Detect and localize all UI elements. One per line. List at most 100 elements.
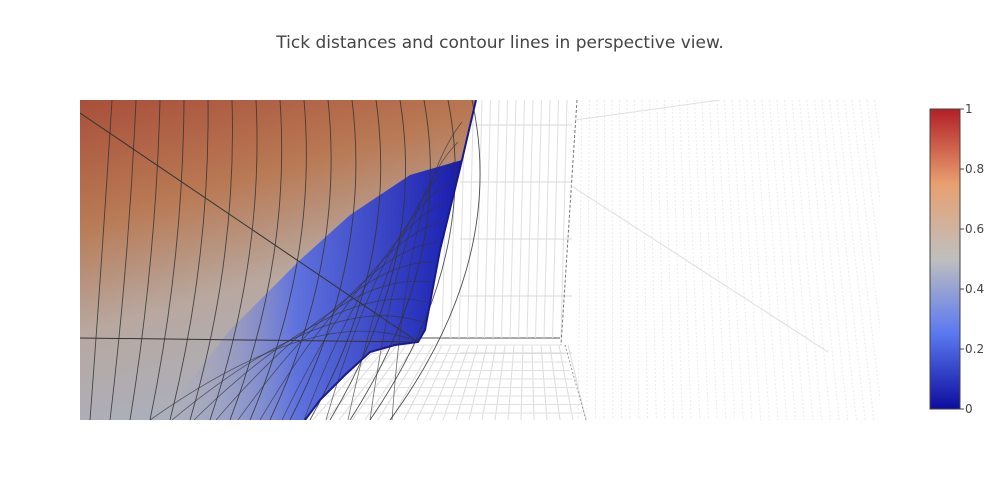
side-grid-line (784, 100, 814, 420)
side-grid-line (731, 100, 753, 420)
floor-grid-line (455, 344, 479, 420)
contour-line (329, 100, 406, 420)
side-edge (564, 344, 587, 420)
contour-line (189, 100, 233, 420)
back-grid-line (535, 100, 542, 339)
contour-line (229, 100, 283, 420)
contour-line (89, 100, 113, 420)
contour-line (347, 161, 455, 420)
floor-grid-line (558, 344, 574, 420)
floor-grid-line (531, 344, 535, 420)
back-grid-line (467, 100, 474, 339)
colorbar: 0 0.2 0.4 0.6 0.8 1 (929, 102, 984, 416)
side-grid-line (671, 100, 683, 420)
back-grid-line (518, 100, 525, 339)
contour-line (309, 100, 382, 420)
side-grid-line (686, 100, 701, 420)
side-grid-line (829, 100, 866, 420)
colorbar-tick-label: 0.2 (965, 342, 984, 356)
floor-grid-line (338, 344, 398, 420)
side-grid-line (836, 100, 875, 420)
colorbar-tick-label: 0.6 (965, 222, 984, 236)
back-grid-line (560, 100, 568, 339)
side-grid-line (874, 100, 880, 145)
side-grid-line (701, 100, 718, 420)
back-grid-line (501, 100, 508, 339)
side-grid-line (754, 100, 779, 420)
floor-grid-line (312, 344, 380, 420)
colorbar-tick-label: 0.8 (965, 162, 984, 176)
floor-grid-line (520, 344, 524, 420)
contour-line (209, 100, 258, 420)
floor-grid-line (442, 344, 470, 420)
floor-grid-line (377, 344, 425, 420)
side-grid-line (739, 100, 762, 420)
contour-line (109, 100, 137, 420)
surface-diagonal (80, 112, 419, 343)
side-grid-line (844, 100, 880, 404)
back-edge (560, 100, 578, 346)
back-wall-grid (441, 100, 578, 354)
surface-boundary (304, 100, 477, 420)
side-grid-line (866, 100, 880, 204)
floor-grid-line (364, 344, 416, 420)
contour-line (269, 100, 332, 420)
contour-line (303, 201, 447, 420)
contour-line (149, 100, 185, 420)
side-grid-line (814, 100, 849, 420)
colorbar-ticks: 0 0.2 0.4 0.6 0.8 1 (960, 102, 984, 416)
floor-grid-line (403, 344, 443, 420)
colorbar-tick-label: 0.4 (965, 282, 984, 296)
surface-low-region (160, 160, 462, 420)
side-grid-line (694, 100, 709, 420)
floor-grid-line (481, 344, 497, 420)
surface-edge (80, 337, 419, 343)
side-grid-line (806, 100, 840, 420)
side-grid-line (709, 100, 727, 420)
contour-line (389, 100, 481, 420)
side-wall-grid (564, 100, 926, 420)
back-grid-line (543, 100, 551, 339)
side-grid-line (716, 100, 736, 420)
side-grid-line (761, 100, 788, 420)
floor-grid-line (325, 344, 389, 420)
floor-grid-line (390, 344, 434, 420)
side-grid-line (776, 100, 805, 420)
side-grid-line (821, 100, 857, 420)
floor-grid-line (540, 344, 548, 420)
contour-line (259, 241, 439, 420)
side-grid-line (664, 100, 675, 420)
side-grid-line (586, 100, 590, 420)
side-grid-line (641, 100, 649, 420)
contour-line (325, 181, 451, 420)
side-grid-line (882, 100, 926, 420)
side-grid-line (569, 184, 829, 353)
side-grid-line (611, 100, 614, 420)
side-grid-line (769, 100, 796, 420)
side-grid-line (746, 100, 770, 420)
contour-line (193, 298, 427, 420)
contour-lines (80, 100, 481, 420)
side-grid-line (791, 100, 823, 420)
page-title: Tick distances and contour lines in pers… (276, 33, 724, 53)
side-grid-line (649, 100, 657, 420)
contour-line (369, 141, 459, 420)
side-grid-line (656, 100, 666, 420)
side-grid-line (577, 100, 583, 420)
back-grid-line (552, 100, 559, 339)
side-grid-line (626, 100, 631, 420)
contour-line (391, 121, 463, 420)
colorbar-tick-label: 0 (965, 402, 973, 416)
side-grid-line (574, 100, 721, 121)
contour-line (237, 261, 435, 420)
side-grid-line (851, 100, 880, 333)
back-grid-line (492, 100, 500, 339)
contour-line (289, 100, 357, 420)
floor-grid-line (468, 344, 488, 420)
3d-scene[interactable] (80, 100, 926, 422)
contour-line (169, 100, 209, 420)
floor-grid-line (549, 344, 561, 420)
colorbar-tick-label: 1 (965, 102, 973, 116)
side-grid-line (859, 100, 880, 267)
